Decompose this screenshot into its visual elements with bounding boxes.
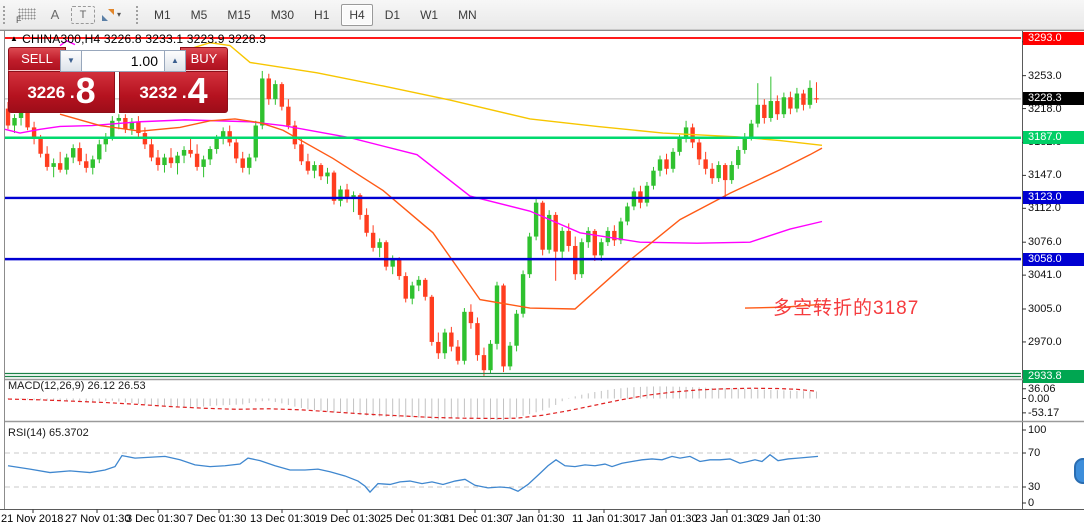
ma-fast-orange: [59, 113, 823, 310]
time-axis-label: 23 Jan 01:30: [695, 513, 759, 525]
price-scale-tick: 3041.0: [1028, 269, 1062, 282]
buy-button[interactable]: BUY: [180, 47, 228, 71]
timeframe-button-h4[interactable]: H4: [341, 3, 373, 26]
sell-price-big-digit: 8: [75, 70, 96, 111]
lot-size-input[interactable]: [82, 50, 164, 72]
timeframe-button-m5[interactable]: M5: [190, 7, 208, 22]
ma-mid-magenta-arc: [59, 40, 76, 47]
time-axis-label: 29 Jan 01:30: [757, 513, 821, 525]
rsi-pane-title: RSI(14) 65.3702: [8, 427, 89, 439]
ma-long-orange: [744, 303, 823, 309]
price-level-label: 2933.8: [1023, 369, 1084, 383]
price-level-label: 3293.0: [1023, 31, 1084, 45]
price-scale-tick: 3253.0: [1028, 69, 1062, 82]
macd-scale-label: -53.17: [1028, 406, 1060, 419]
timeframe-button-d1[interactable]: D1: [384, 7, 401, 22]
time-axis-label: 7 Jan 01:30: [507, 513, 565, 525]
time-axis-label: 7 Dec 01:30: [187, 513, 247, 525]
buy-price-big-digit: 4: [187, 70, 208, 111]
text-box-icon[interactable]: T: [71, 5, 95, 24]
collapse-triangle-icon[interactable]: ▲: [10, 34, 19, 43]
price-level-label: 3187.0: [1023, 131, 1084, 145]
one-click-trade-panel: SELL BUY ▼ ▲ 3226 . 8 3232 . 4: [8, 47, 228, 113]
lot-decrease-button[interactable]: ▼: [60, 50, 82, 72]
time-axis-label: 11 Jan 01:30: [572, 513, 635, 525]
time-axis-label: 13 Dec 01:30: [250, 513, 316, 525]
timeframe-button-m30[interactable]: M30: [270, 7, 295, 22]
rsi-scale-label: 30: [1028, 481, 1041, 493]
symbol-ohlc-text: CHINA300,H4 3226.8 3233.1 3223.9 3228.3: [22, 32, 267, 46]
chart-symbol-header: ▲ CHINA300,H4 3226.8 3233.1 3223.9 3228.3: [10, 32, 266, 46]
price-level-label: 3228.3: [1023, 92, 1084, 106]
lot-increase-button[interactable]: ▲: [164, 50, 186, 72]
time-axis-label: 3 Dec 01:30: [126, 513, 186, 525]
time-axis-label: 31 Dec 01:30: [443, 513, 509, 525]
dots-pattern-icon: [18, 7, 36, 20]
arrows-tool-icon[interactable]: ▾: [99, 3, 123, 27]
timeframe-button-group: M1 M5 M15 M30 H1 H4 D1 W1 MN: [144, 3, 487, 26]
toolbar-grip[interactable]: [2, 4, 7, 25]
price-level-label: 3123.0: [1023, 191, 1084, 205]
buy-price-display[interactable]: 3232 . 4: [119, 71, 228, 113]
chevron-down-icon: ▾: [116, 10, 121, 19]
top-toolbar: F A T ▾ M1 M5 M15 M30 H1 H4 D1 W1 MN: [0, 0, 1084, 30]
time-axis-label: 19 Dec 01:30: [315, 513, 381, 525]
fractal-grid-icon[interactable]: F: [13, 3, 39, 27]
f-subscript: F: [16, 14, 22, 25]
price-scale-tick: 3218.0: [1028, 102, 1062, 115]
rsi-scale-label: 100: [1028, 424, 1047, 436]
price-scale-tick: 3076.0: [1028, 236, 1062, 249]
price-scale-tick: 2970.0: [1028, 335, 1062, 348]
sell-price-main: 3226 .: [27, 83, 75, 102]
rsi-scale-label: 70: [1028, 447, 1041, 459]
sell-price-display[interactable]: 3226 . 8: [8, 71, 115, 113]
sell-button[interactable]: SELL: [8, 47, 66, 71]
timeframe-button-m15[interactable]: M15: [227, 7, 251, 22]
time-axis-label: 21 Nov 2018: [1, 513, 64, 525]
macd-scale-label: 36.06: [1028, 382, 1056, 395]
time-axis-label: 27 Nov 01:30: [65, 513, 131, 525]
macd-scale-label: 0.00: [1028, 392, 1050, 405]
buy-price-main: 3232 .: [139, 83, 187, 102]
chart-annotation-text: 多空转折的3187: [773, 298, 920, 319]
timeframe-button-mn[interactable]: MN: [458, 7, 477, 22]
macd-pane-title: MACD(12,26,9) 26.12 26.53: [8, 380, 146, 392]
rsi-scale-label: 0: [1028, 497, 1035, 509]
lot-size-stepper: ▼ ▲: [60, 50, 186, 72]
price-scale-tick: 3112.0: [1028, 202, 1061, 215]
toolbar-grip-2[interactable]: [135, 4, 140, 25]
diagonal-arrows-icon: [101, 8, 114, 21]
price-level-label: 3058.0: [1023, 252, 1084, 266]
time-axis-label: 17 Jan 01:30: [634, 513, 698, 525]
price-scale-tick: 3147.0: [1028, 169, 1062, 182]
timeframe-button-w1[interactable]: W1: [420, 7, 439, 22]
time-axis-label: 25 Dec 01:30: [380, 513, 446, 525]
text-label-a-icon[interactable]: A: [50, 7, 60, 22]
timeframe-button-m1[interactable]: M1: [154, 7, 171, 22]
timeframe-button-h1[interactable]: H1: [314, 7, 330, 22]
price-scale-tick: 3005.0: [1028, 303, 1062, 315]
scroll-indicator[interactable]: [1074, 458, 1084, 484]
